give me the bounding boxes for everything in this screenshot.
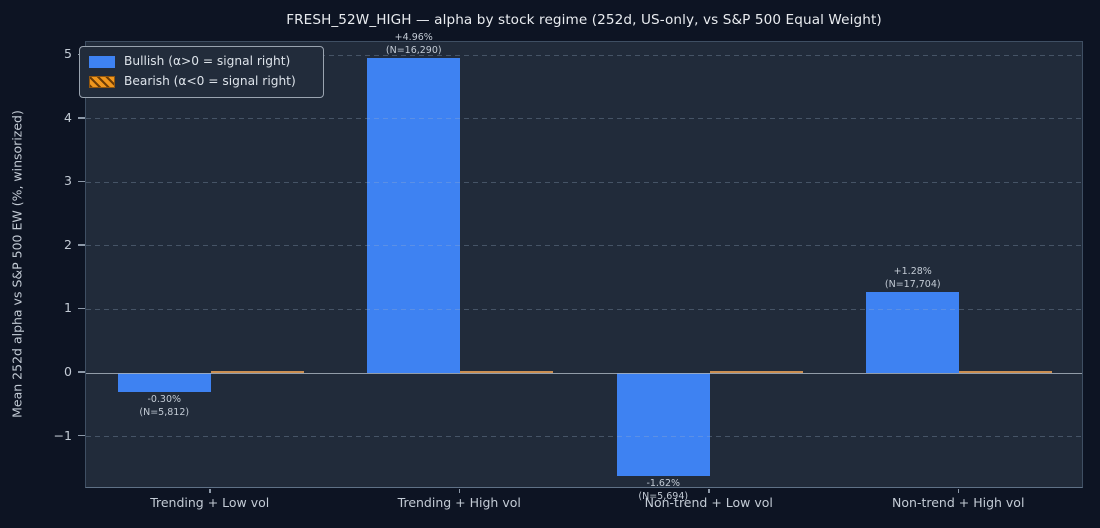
bar-sample-count: (N=17,704) — [884, 278, 941, 290]
legend-bullish-label: Bullish (α>0 = signal right) — [124, 54, 291, 68]
gridline — [86, 436, 1082, 438]
x-tick-label: Non-trend + Low vol — [644, 495, 773, 510]
legend: Bullish (α>0 = signal right) Bearish (α<… — [79, 46, 324, 98]
zero-line-layer — [86, 42, 1082, 487]
bearish-bar — [959, 371, 1053, 373]
bullish-bar — [616, 373, 710, 476]
bar-sample-count: (N=16,290) — [385, 44, 442, 56]
gridline — [86, 54, 1082, 56]
gridline — [86, 118, 1082, 120]
gridlines-layer — [86, 42, 1082, 487]
chart-title: FRESH_52W_HIGH — alpha by stock regime (… — [286, 12, 882, 28]
bearish-bar — [460, 371, 554, 373]
bar-alpha-value: +4.96% — [394, 31, 433, 43]
gridline — [86, 308, 1082, 310]
bullish-bar — [367, 57, 461, 373]
y-axis-label: Mean 252d alpha vs S&P 500 EW (%, winsor… — [9, 110, 25, 418]
y-tick-label: 3 — [64, 173, 72, 189]
bar-alpha-value: -1.62% — [646, 477, 681, 489]
gridline — [86, 245, 1082, 247]
x-tick-mark — [957, 488, 959, 493]
legend-item-bullish: Bullish (α>0 = signal right) — [89, 53, 315, 70]
plot-area: -0.30% (N=5,812) +4.96% (N=16,290) -1.62% (N=… — [79, 32, 1083, 502]
bullish-bar — [866, 291, 960, 373]
bar-alpha-value: +1.28% — [893, 265, 932, 277]
x-tick-label: Trending + High vol — [397, 495, 521, 510]
bearish-swatch-icon — [89, 75, 115, 88]
bar-sample-count: (N=5,812) — [139, 407, 190, 419]
bars-layer: -0.30% (N=5,812) +4.96% (N=16,290) -1.62% (N=… — [86, 32, 1082, 502]
y-tick-label: 1 — [64, 300, 72, 316]
x-tick-mark — [209, 488, 211, 493]
x-tick-label: Trending + Low vol — [150, 495, 270, 510]
bullish-swatch-icon — [89, 55, 115, 68]
x-tick-label: Non-trend + High vol — [892, 495, 1025, 510]
y-tick-mark — [78, 434, 85, 437]
bar-alpha-value: -0.30% — [147, 394, 182, 406]
legend-bearish-label: Bearish (α<0 = signal right) — [124, 74, 296, 88]
bar-sample-count: (N=5,694) — [638, 490, 689, 502]
bar-value-label: +4.96% (N=16,290) — [344, 31, 484, 57]
y-tick-label: −1 — [53, 427, 72, 443]
bearish-bar — [210, 371, 304, 373]
y-tick-mark — [78, 117, 85, 119]
bullish-bar — [117, 373, 211, 393]
gridline — [86, 181, 1082, 183]
y-tick-label: 5 — [64, 46, 72, 62]
bar-value-label: -0.30% (N=5,812) — [94, 393, 234, 419]
y-tick-mark — [78, 180, 85, 183]
y-tick-label: 2 — [64, 236, 72, 252]
y-tick-mark — [78, 371, 85, 373]
y-tick-mark — [78, 307, 85, 310]
zero-baseline — [86, 372, 1082, 375]
y-tick-label: 0 — [64, 364, 72, 379]
legend-item-bearish: Bearish (α<0 = signal right) — [89, 73, 315, 90]
x-tick-mark — [458, 488, 460, 493]
x-tick-mark — [708, 488, 710, 493]
y-tick-mark — [78, 244, 85, 246]
y-tick-label: 4 — [64, 109, 72, 125]
bar-value-label: -1.62% (N=5,694) — [593, 477, 733, 503]
bearish-bar — [709, 371, 803, 373]
bar-value-label: +1.28% (N=17,704) — [843, 265, 983, 291]
